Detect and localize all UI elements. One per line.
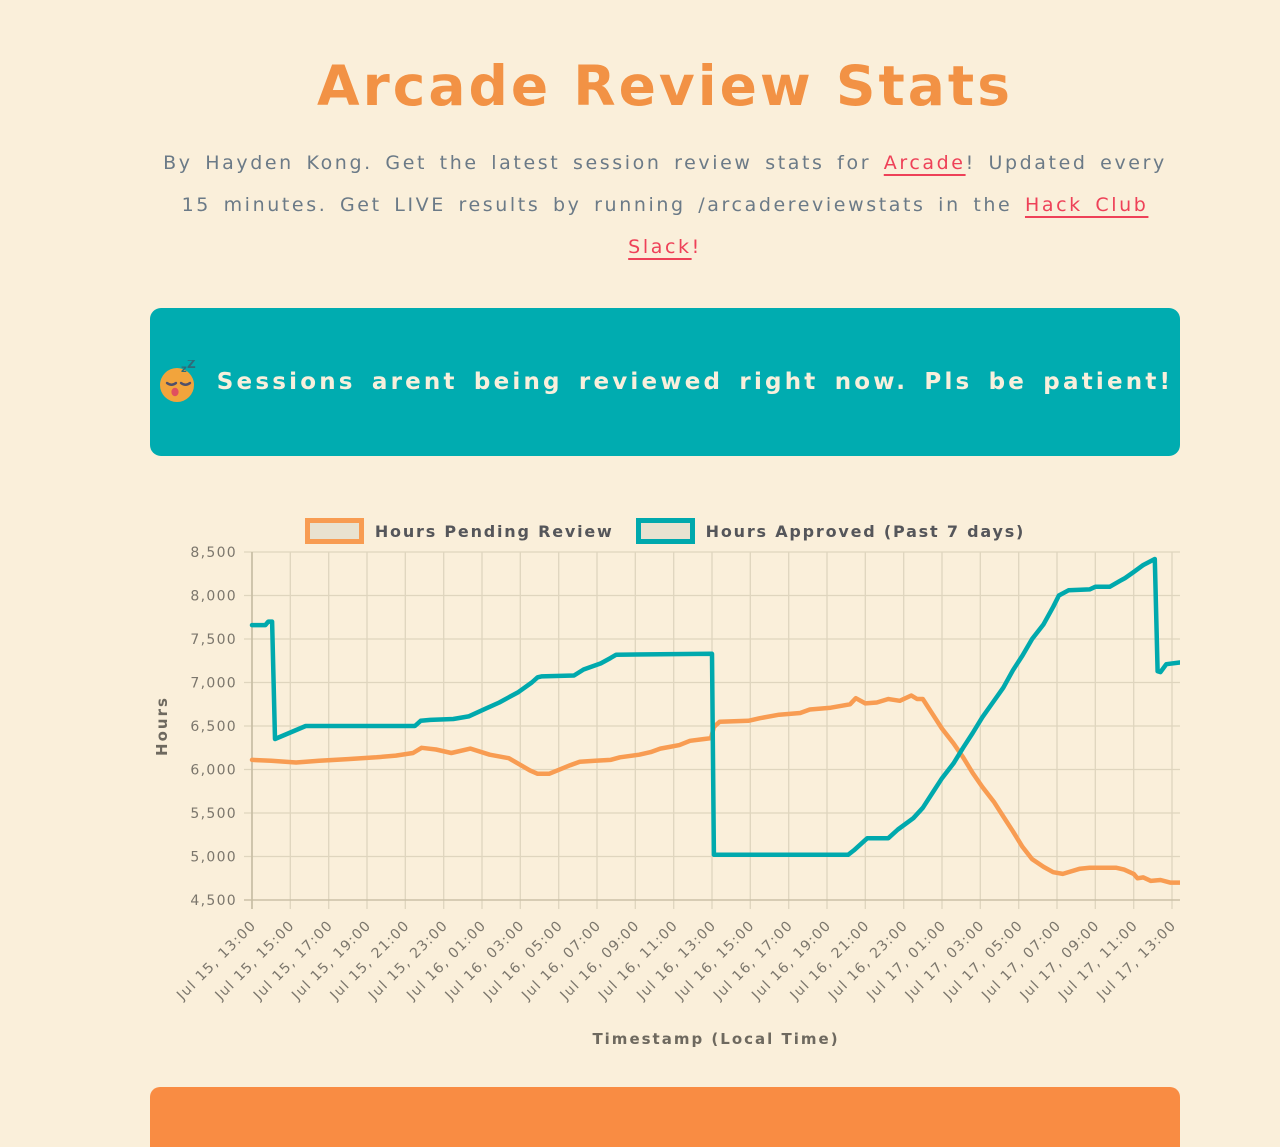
hack-club-slack-link[interactable]: Hack Club Slack (628, 194, 1149, 258)
svg-text:7,000: 7,000 (190, 676, 237, 692)
chart-legend: Hours Pending Review Hours Approved (Pas… (150, 518, 1180, 544)
zzz-big: Z (187, 360, 196, 371)
next-section-card-top (150, 1087, 1180, 1147)
svg-text:6,500: 6,500 (190, 719, 237, 735)
svg-text:4,500: 4,500 (190, 893, 237, 909)
zzz-small: z (181, 364, 187, 375)
legend-swatch-pending (304, 518, 364, 544)
svg-text:7,500: 7,500 (190, 632, 237, 648)
legend-label-approved: Hours Approved (Past 7 days) (705, 521, 1026, 541)
arcade-link[interactable]: Arcade (883, 152, 966, 174)
svg-text:6,000: 6,000 (190, 763, 237, 779)
subtitle-text-2: ! Updated every 15 minutes. Get LIVE res… (181, 152, 1167, 216)
svg-text:Timestamp (Local Time): Timestamp (Local Time) (592, 1030, 839, 1048)
status-banner: z Z Sessions arent being reviewed right … (150, 308, 1180, 456)
subtitle-text-1: By Hayden Kong. Get the latest session r… (163, 152, 884, 174)
svg-text:Hours: Hours (153, 696, 171, 756)
legend-label-pending: Hours Pending Review (374, 521, 614, 541)
svg-text:5,500: 5,500 (190, 806, 237, 822)
page: Arcade Review Stats By Hayden Kong. Get … (150, 0, 1180, 1147)
legend-swatch-approved (635, 518, 695, 544)
subtitle: By Hayden Kong. Get the latest session r… (159, 142, 1171, 268)
legend-item-approved[interactable]: Hours Approved (Past 7 days) (635, 518, 1026, 544)
svg-text:8,000: 8,000 (190, 589, 237, 605)
legend-item-pending[interactable]: Hours Pending Review (304, 518, 614, 544)
review-hours-chart: 8,500 8,000 7,500 7,000 6,500 6,000 5,500 5,000… (153, 546, 1180, 1048)
page-title: Arcade Review Stats (317, 54, 1013, 118)
svg-text:8,500: 8,500 (190, 546, 237, 561)
sleeping-face-emoji-icon: z Z (159, 360, 196, 402)
subtitle-text-3: ! (691, 236, 702, 258)
svg-text:5,000: 5,000 (190, 850, 237, 866)
banner-message: Sessions arent being reviewed right now.… (216, 369, 1174, 395)
